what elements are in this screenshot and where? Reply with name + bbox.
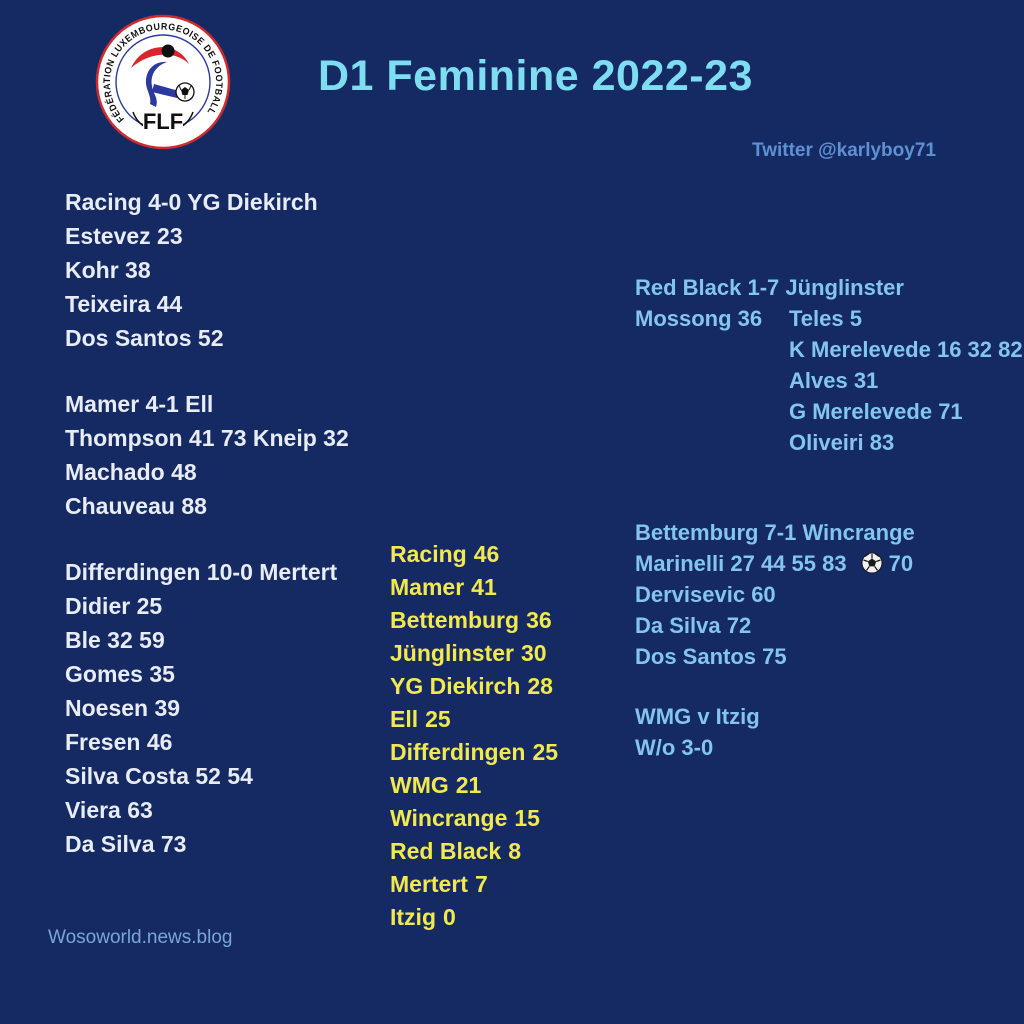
scorer-line: Marinelli 27 44 55 83 70 [635,548,915,579]
match-header: WMG v Itzig [635,704,760,729]
logo-player-body [145,61,167,107]
team-name: Wincrange [390,805,508,831]
home-scorer: Mossong 36 [635,306,763,331]
scorer-line: Kohr 38 [65,257,151,283]
scorer-line: Machado 48 [65,459,197,485]
logo-player-head [161,44,175,58]
scorer-line: Noesen 39 [65,695,181,721]
team-name: Mertert [390,871,468,897]
logo-player-leg [152,84,179,98]
standings-row: YG Diekirch 28 [390,670,558,703]
team-points: 28 [527,673,553,699]
logo-ball-seams [178,84,192,99]
away-scorer: Alves 31 [789,368,879,393]
scorer-line: Ble 32 59 [65,627,165,653]
scorer-line: Estevez 23 [65,223,183,249]
logo-abbr: FLF [143,109,183,134]
team-points: 30 [520,640,547,666]
match-block-redblack: Red Black 1-7 Jünglinster Mossong 36 Tel… [635,272,1023,458]
away-scorer: Oliveiri 83 [789,430,895,455]
team-points: 25 [425,706,451,732]
standings-row: Red Black 8 [390,835,558,868]
match-header: Racing 4-0 YG Diekirch [65,189,318,215]
scorer-line: Teixeira 44 [65,291,183,317]
team-points: 41 [471,574,497,600]
standings-row: Jünglinster 30 [390,637,558,670]
team-name: WMG [390,772,449,798]
blog-credit: Wosoworld.news.blog [48,927,233,948]
scorer-line: Dos Santos 52 [65,325,224,351]
logo-ball-pentagon [181,87,189,95]
team-name: Differdingen [390,739,526,765]
standings-row: Wincrange 15 [390,802,558,835]
scorer-line: Da Silva 72 [635,613,752,638]
scorer-text: 70 [888,551,914,576]
team-points: 7 [474,871,488,897]
logo-abbr-bg [143,112,183,132]
scorer-line: Da Silva 73 [65,831,187,857]
page-title: D1 Feminine 2022-23 [318,52,753,100]
scorer-line: Mossong 36 Teles 5 [635,303,1023,334]
scorer-line: Didier 25 [65,593,163,619]
match-block-bettemburg: Bettemburg 7-1 Wincrange Marinelli 27 44… [635,517,915,672]
standings-row: Differdingen 25 [390,736,558,769]
team-name: Itzig [390,904,436,930]
soccer-ball-icon [861,552,883,574]
scorer-line: Viera 63 [65,797,153,823]
standings-row: Ell 25 [390,703,558,736]
scorer-line: Gomes 35 [65,661,175,687]
scorer-line: Dervisevic 60 [635,582,776,607]
scorer-text: Marinelli 27 44 55 83 [635,551,847,576]
league-standings: Racing 46 Mamer 41 Bettemburg 36 Jünglinste… [390,538,558,934]
team-points: 25 [532,739,559,765]
scorer-line: Fresen 46 [65,729,173,755]
standings-row: Bettemburg 36 [390,604,558,637]
match-header: Differdingen 10-0 Mertert [65,559,338,585]
team-name: Jünglinster [390,640,514,666]
team-points: 0 [443,904,456,930]
away-scorer: K Merelevede 16 32 82 [789,337,1023,362]
scorer-line: Silva Costa 52 54 [65,763,253,789]
match-block-racing: Racing 4-0 YG Diekirch Estevez 23 Kohr 3… [65,185,318,355]
match-block-mamer: Mamer 4-1 Ell Thompson 41 73 Kneip 32 Ma… [65,387,349,523]
match-block-differdingen: Differdingen 10-0 Mertert Didier 25 Ble … [65,555,337,861]
standings-row: Itzig 0 [390,901,558,934]
scorer-line: Dos Santos 75 [635,644,787,669]
logo-red-swoosh [131,47,189,68]
team-name: Ell [390,706,419,732]
scorer-line: Chauveau 88 [65,493,207,519]
away-scorer: Teles 5 [789,306,862,331]
team-points: 36 [526,607,552,633]
team-name: Racing [390,541,467,567]
match-header: Red Black 1-7 Jünglinster [635,275,904,300]
match-header: Mamer 4-1 Ell [65,391,214,417]
team-points: 15 [514,805,540,831]
walkover-note: W/o 3-0 [635,735,714,760]
scorer-line: Thompson 41 73 Kneip 32 [65,425,349,451]
away-scorer: G Merelevede 71 [789,399,963,424]
match-block-wmg: WMG v Itzig W/o 3-0 [635,701,760,763]
team-name: Red Black [390,838,502,864]
standings-row: Racing 46 [390,538,558,571]
team-points: 46 [473,541,500,567]
team-name: YG Diekirch [390,673,521,699]
team-points: 8 [508,838,522,864]
standings-row: Mertert 7 [390,868,558,901]
standings-row: Mamer 41 [390,571,558,604]
standings-row: WMG 21 [390,769,558,802]
team-points: 21 [455,772,482,798]
flf-logo-badge: FÉDÉRATION LUXEMBOURGEOISE DE FOOTBALL F… [95,14,231,150]
team-name: Bettemburg [390,607,520,633]
match-header: Bettemburg 7-1 Wincrange [635,520,915,545]
flf-logo: FÉDÉRATION LUXEMBOURGEOISE DE FOOTBALL F… [95,12,231,152]
team-name: Mamer [390,574,465,600]
twitter-handle: Twitter @karlyboy71 [752,140,936,161]
